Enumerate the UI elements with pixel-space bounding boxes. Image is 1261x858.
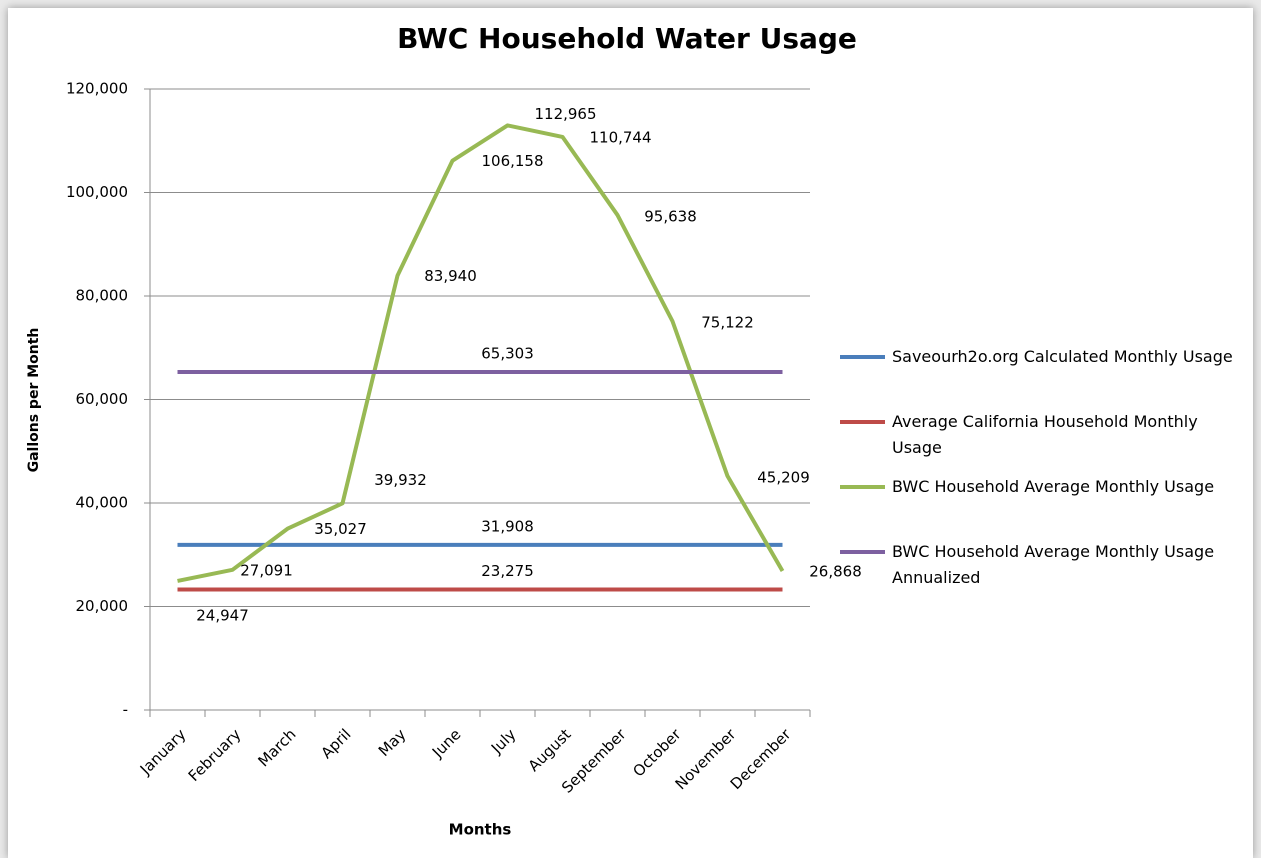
x-tick-label: October	[629, 725, 685, 781]
data-label: 35,027	[314, 520, 367, 538]
data-label: 95,638	[644, 208, 697, 226]
data-label: 83,940	[424, 267, 477, 285]
data-label: 27,091	[240, 561, 293, 579]
series-line	[177, 123, 785, 583]
chart-title: BWC Household Water Usage	[397, 22, 857, 55]
legend-label: Average California Household Monthly Usa…	[892, 412, 1198, 457]
legend-label: BWC Household Average Monthly Usage Annu…	[892, 542, 1215, 587]
chart-card	[8, 8, 1253, 858]
y-tick-label: 100,000	[66, 183, 128, 201]
x-tick-label: April	[318, 725, 355, 762]
x-tick-label: August	[525, 725, 575, 775]
legend-label: BWC Household Average Monthly Usage	[892, 477, 1215, 496]
legend-label: Saveourh2o.org Calculated Monthly Usage	[892, 347, 1233, 366]
data-label: 106,158	[481, 152, 543, 170]
data-label: 26,868	[809, 562, 862, 580]
data-label: 31,908	[481, 517, 534, 535]
y-tick-label: 40,000	[76, 494, 129, 512]
x-tick-label: June	[428, 725, 465, 762]
x-tick-label: December	[727, 725, 795, 793]
data-label: 110,744	[589, 128, 651, 146]
x-tick-label: May	[375, 725, 410, 760]
data-label: 23,275	[481, 562, 534, 580]
y-tick-label: 60,000	[76, 390, 129, 408]
y-axis-title: Gallons per Month	[26, 328, 42, 473]
x-tick-label: July	[487, 725, 520, 758]
x-tick-label: January	[136, 725, 190, 779]
data-label: 45,209	[757, 469, 810, 487]
data-label: 39,932	[374, 471, 427, 489]
data-label: 24,947	[196, 606, 249, 624]
x-tick-label: February	[185, 725, 245, 785]
data-label: 75,122	[701, 314, 754, 332]
y-tick-label: 120,000	[66, 80, 128, 98]
x-tick-label: March	[254, 725, 299, 770]
y-tick-label: 20,000	[76, 597, 129, 615]
y-tick-label: -	[123, 701, 128, 719]
data-label: 112,965	[534, 105, 596, 123]
x-axis-title: Months	[449, 821, 512, 839]
data-label: 65,303	[481, 345, 534, 363]
y-tick-label: 80,000	[76, 287, 129, 305]
